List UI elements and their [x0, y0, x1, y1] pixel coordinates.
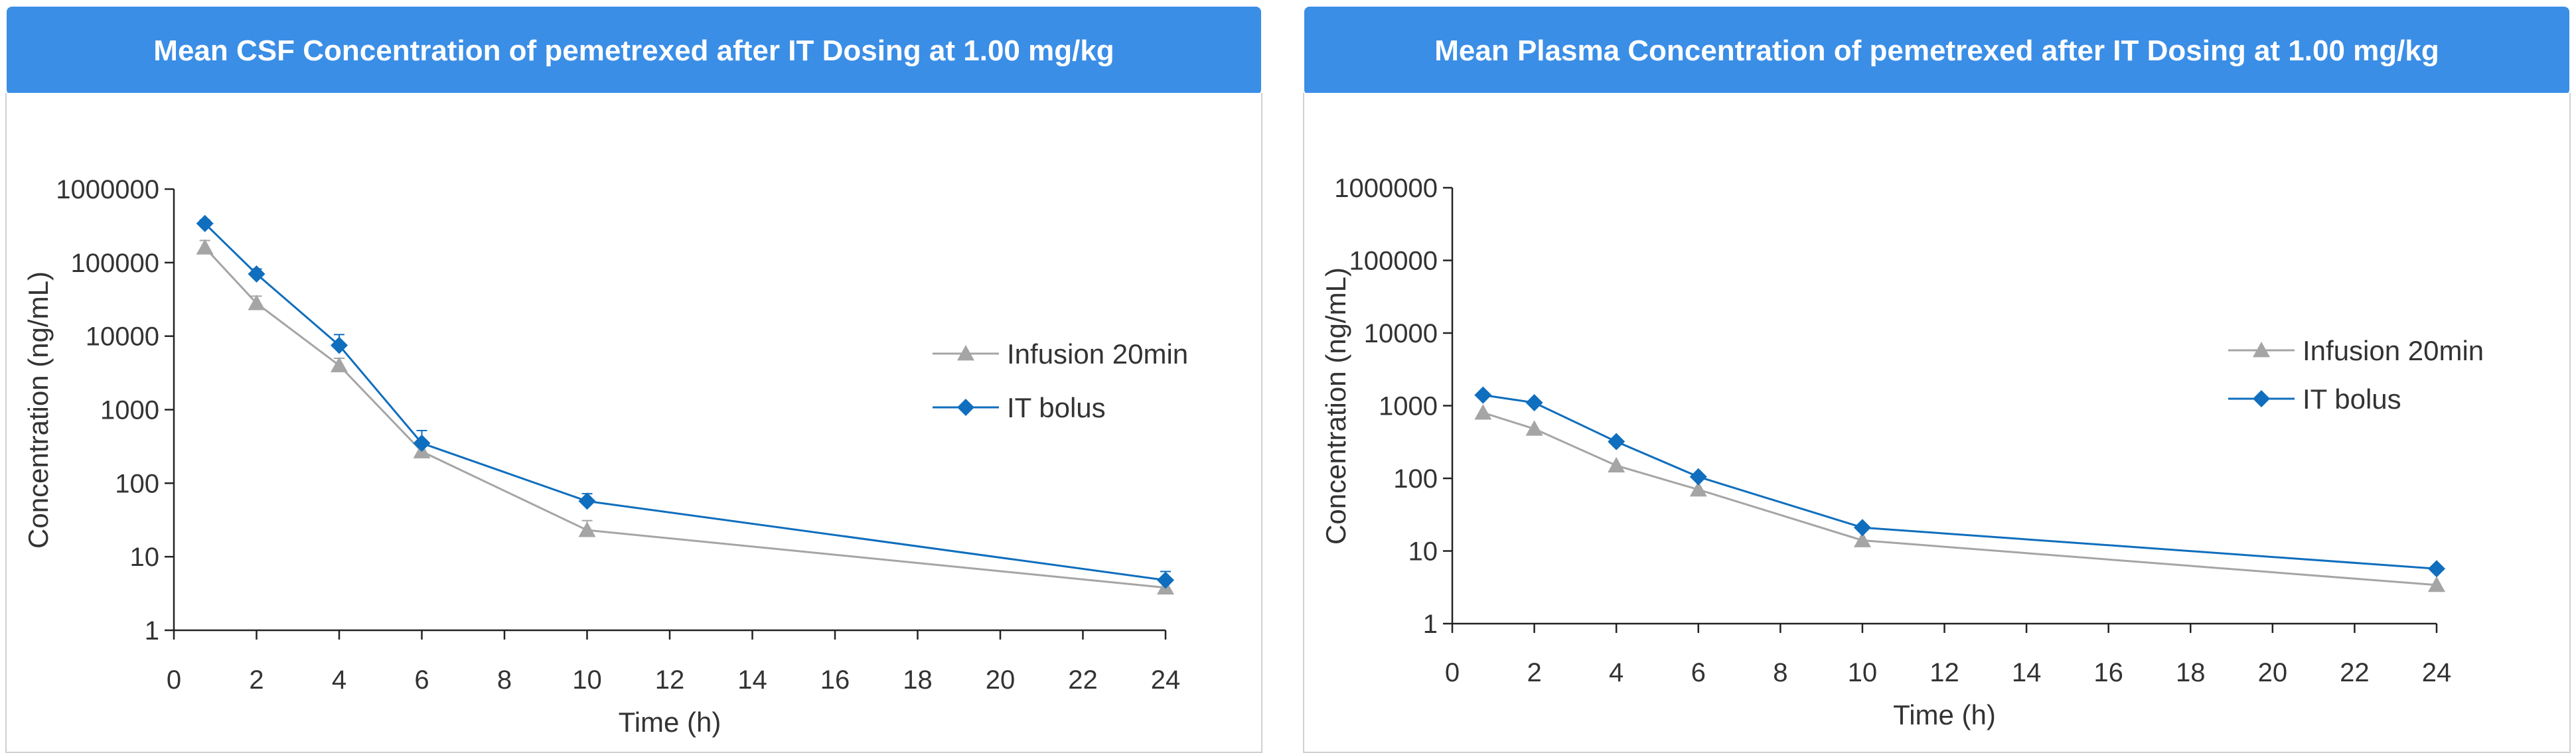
x-tick-label: 10: [1848, 658, 1878, 687]
y-axis-title: Concentration (ng/mL): [1320, 267, 1351, 545]
y-tick-label: 10000: [1364, 319, 1438, 348]
y-tick-label: 10000: [86, 322, 159, 352]
x-axis-title: Time (h): [1893, 699, 1996, 730]
x-tick-label: 8: [497, 665, 512, 695]
y-tick-label: 1000: [1379, 392, 1438, 421]
series-diamond: [1474, 386, 2445, 578]
data-point: [1474, 404, 1492, 420]
x-tick-label: 20: [986, 665, 1016, 695]
x-tick-label: 4: [1609, 658, 1624, 687]
data-point: [2428, 576, 2445, 592]
y-tick-label: 100: [115, 469, 159, 498]
y-tick-label: 1000000: [1334, 174, 1438, 203]
y-tick-label: 100000: [1349, 247, 1438, 276]
y-tick-label: 1000: [100, 396, 159, 425]
plasma-chart-panel: Mean Plasma Concentration of pemetrexed …: [1298, 0, 2576, 753]
x-tick-label: 24: [2422, 658, 2452, 687]
y-tick-label: 1: [145, 616, 159, 646]
legend-label: IT bolus: [2303, 383, 2401, 415]
series-line: [1482, 411, 2437, 586]
data-point: [1608, 433, 1626, 450]
y-tick-label: 1: [1423, 610, 1438, 639]
x-tick-label: 24: [1151, 665, 1181, 695]
data-point: [331, 336, 348, 354]
x-tick-label: 12: [655, 665, 685, 695]
x-tick-label: 6: [1691, 658, 1706, 687]
data-point: [1689, 468, 1707, 486]
y-tick-label: 100: [1393, 464, 1438, 494]
x-tick-label: 14: [737, 665, 767, 695]
y-tick-label: 100000: [71, 249, 159, 278]
plasma-chart-title: Mean Plasma Concentration of pemetrexed …: [1304, 7, 2569, 95]
data-point: [1689, 480, 1707, 497]
series-line: [204, 222, 1166, 581]
data-point: [1853, 531, 1871, 547]
legend-marker: [2253, 390, 2270, 407]
data-point: [1608, 456, 1626, 473]
series-line: [1483, 394, 2437, 570]
x-tick-label: 14: [2012, 658, 2042, 687]
data-point: [248, 265, 265, 283]
data-point: [196, 214, 214, 232]
x-tick-label: 16: [820, 665, 850, 695]
x-tick-label: 2: [249, 665, 264, 695]
legend-marker: [2253, 342, 2270, 358]
legend-marker: [957, 345, 974, 361]
legend-label: IT bolus: [1007, 392, 1106, 423]
data-point: [578, 492, 596, 510]
data-point: [248, 295, 265, 310]
x-tick-label: 18: [2176, 658, 2206, 687]
x-tick-label: 2: [1527, 658, 1541, 687]
series-diamond: [196, 214, 1174, 589]
data-point: [578, 521, 596, 537]
data-point: [2428, 560, 2445, 578]
data-point: [331, 356, 348, 373]
x-tick-label: 22: [1068, 665, 1098, 695]
data-point: [413, 435, 431, 452]
x-tick-label: 6: [414, 665, 429, 695]
data-point: [1525, 393, 1543, 411]
legend-label: Infusion 20min: [1007, 338, 1188, 370]
x-tick-label: 20: [2258, 658, 2288, 687]
y-tick-label: 1000000: [56, 175, 159, 204]
x-tick-label: 4: [332, 665, 346, 695]
data-point: [1525, 420, 1543, 436]
legend-marker: [957, 399, 974, 416]
csf-chart-title: Mean CSF Concentration of pemetrexed aft…: [7, 7, 1261, 95]
series-line: [204, 247, 1166, 589]
x-tick-label: 10: [572, 665, 602, 695]
x-tick-label: 0: [1445, 658, 1460, 687]
csf-chart-frame: [5, 93, 1262, 753]
csf-chart-panel: Mean CSF Concentration of pemetrexed aft…: [0, 0, 1268, 753]
y-tick-label: 10: [1408, 537, 1438, 567]
data-point: [1474, 386, 1492, 404]
x-tick-label: 12: [1930, 658, 1959, 687]
data-point: [1157, 571, 1174, 589]
x-tick-label: 18: [903, 665, 933, 695]
x-tick-label: 8: [1773, 658, 1787, 687]
data-point: [196, 239, 214, 255]
x-tick-label: 0: [167, 665, 181, 695]
y-axis-title: Concentration (ng/mL): [23, 271, 54, 549]
x-tick-label: 16: [2093, 658, 2123, 687]
x-tick-label: 22: [2340, 658, 2370, 687]
legend-label: Infusion 20min: [2303, 335, 2484, 366]
x-axis-title: Time (h): [619, 707, 721, 738]
y-tick-label: 10: [130, 543, 160, 572]
data-point: [1853, 519, 1871, 537]
series-triangle: [1474, 404, 2445, 592]
